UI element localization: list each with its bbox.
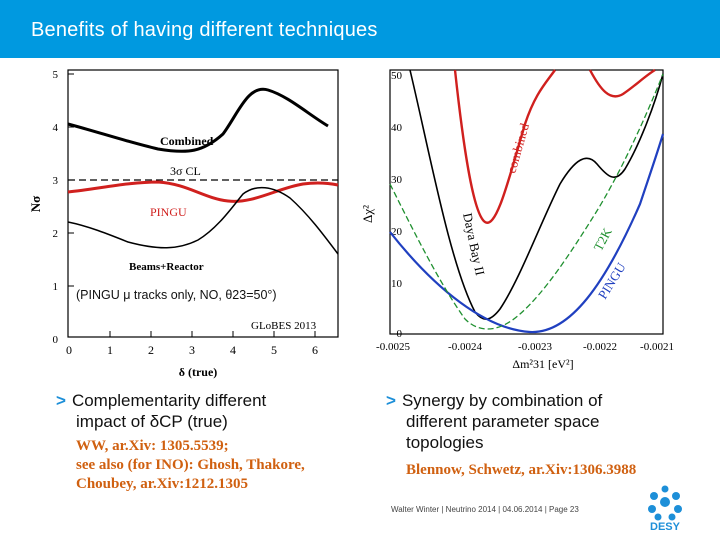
left-xlabel: δ (true) bbox=[179, 365, 218, 379]
left-bullet-line-2: impact of δCP (true) bbox=[76, 412, 228, 431]
left-combined-curve bbox=[67, 87, 329, 153]
left-xtick-6: 6 bbox=[312, 343, 318, 357]
desy-logo: DESY bbox=[648, 485, 682, 533]
right-ref-line-1: Blennow, Schwetz, ar.Xiv:1306.3988 bbox=[406, 462, 637, 478]
left-xtick-5: 5 bbox=[271, 343, 277, 357]
right-bullet-line-3: topologies bbox=[406, 433, 484, 452]
right-ylabel: Δχ² bbox=[360, 205, 375, 223]
right-combined-curve-2 bbox=[588, 68, 656, 98]
left-ytick-3: 3 bbox=[53, 175, 59, 187]
right-xtick-1: -0.0024 bbox=[448, 341, 482, 353]
right-ytick-20: 20 bbox=[391, 226, 403, 238]
left-chart: 5 4 3 2 1 0 0 1 2 3 4 5 6 δ (true) Nσ Co… bbox=[28, 69, 339, 379]
left-chart-note: (PINGU μ tracks only, NO, θ23=50°) bbox=[74, 287, 279, 303]
bullet-arrow-icon: > bbox=[56, 391, 66, 410]
right-label-combined: combined bbox=[503, 121, 532, 175]
left-ytick-5: 5 bbox=[53, 69, 59, 81]
desy-logo-text: DESY bbox=[650, 521, 681, 533]
title-bar: Benefits of having different techniques bbox=[0, 0, 720, 58]
right-label-t2k: T2K bbox=[590, 225, 615, 254]
right-bullet-line-1: Synergy by combination of bbox=[401, 391, 603, 410]
right-dayabay-curve bbox=[409, 69, 664, 320]
right-ytick-0: 0 bbox=[397, 328, 403, 340]
right-t2k-curve bbox=[389, 73, 664, 330]
left-label-pingu: PINGU bbox=[150, 205, 187, 219]
left-xtick-3: 3 bbox=[189, 343, 195, 357]
right-plot-frame bbox=[389, 69, 664, 335]
right-bullet-line-2: different parameter space bbox=[406, 412, 600, 431]
left-ref-line-1: WW, ar.Xiv: 1305.5539; bbox=[76, 438, 229, 454]
left-ref-line-3: Choubey, ar.Xiv:1212.1305 bbox=[76, 476, 248, 492]
right-combined-curve bbox=[453, 69, 556, 224]
right-xtick-0: -0.0025 bbox=[376, 341, 410, 353]
right-ytick-30: 30 bbox=[391, 174, 403, 186]
right-ytick-50: 50 bbox=[391, 70, 403, 82]
left-label-globes: GLoBES 2013 bbox=[251, 320, 317, 332]
left-reference: WW, ar.Xiv: 1305.5539; see also (for INO… bbox=[76, 437, 305, 494]
right-xtick-3: -0.0022 bbox=[583, 341, 617, 353]
left-xtick-2: 2 bbox=[148, 343, 154, 357]
left-beams-curve bbox=[67, 186, 339, 255]
left-ref-line-2: see also (for INO): Ghosh, Thakore, bbox=[76, 457, 305, 473]
right-xtick-2: -0.0023 bbox=[518, 341, 552, 353]
bullet-arrow-icon: > bbox=[386, 391, 396, 410]
left-pingu-curve bbox=[67, 180, 339, 203]
left-ytick-2: 2 bbox=[53, 228, 59, 240]
left-label-beams: Beams+Reactor bbox=[129, 261, 204, 273]
left-label-cl: 3σ CL bbox=[170, 164, 201, 178]
slide-title: Benefits of having different techniques bbox=[31, 19, 378, 41]
right-ytick-10: 10 bbox=[391, 278, 403, 290]
left-bullet: > Complementarity different impact of δCP… bbox=[56, 390, 266, 432]
left-ytick-4: 4 bbox=[53, 122, 59, 134]
left-label-combined: Combined bbox=[160, 134, 214, 148]
left-xtick-1: 1 bbox=[107, 343, 113, 357]
left-bullet-line-1: Complementarity different bbox=[71, 391, 267, 410]
right-reference: Blennow, Schwetz, ar.Xiv:1306.3988 bbox=[406, 461, 636, 480]
right-chart: 50 40 30 20 10 0 -0.0025 -0.0024 -0.0023… bbox=[360, 68, 674, 371]
desy-logo-icon bbox=[648, 485, 682, 521]
right-xtick-4: -0.0021 bbox=[640, 341, 674, 353]
left-xtick-4: 4 bbox=[230, 343, 236, 357]
right-ytick-40: 40 bbox=[391, 122, 403, 134]
right-bullet: > Synergy by combination of different par… bbox=[386, 390, 602, 453]
left-plot-frame bbox=[67, 69, 339, 338]
footer-text: Walter Winter | Neutrino 2014 | 04.06.20… bbox=[391, 505, 579, 514]
left-ylabel: Nσ bbox=[28, 196, 43, 212]
left-xtick-0: 0 bbox=[66, 343, 72, 357]
right-pingu-curve bbox=[389, 133, 665, 334]
left-ytick-1: 1 bbox=[53, 281, 59, 293]
right-xlabel: Δm²31 [eV²] bbox=[512, 357, 573, 371]
left-ytick-0: 0 bbox=[53, 334, 59, 346]
